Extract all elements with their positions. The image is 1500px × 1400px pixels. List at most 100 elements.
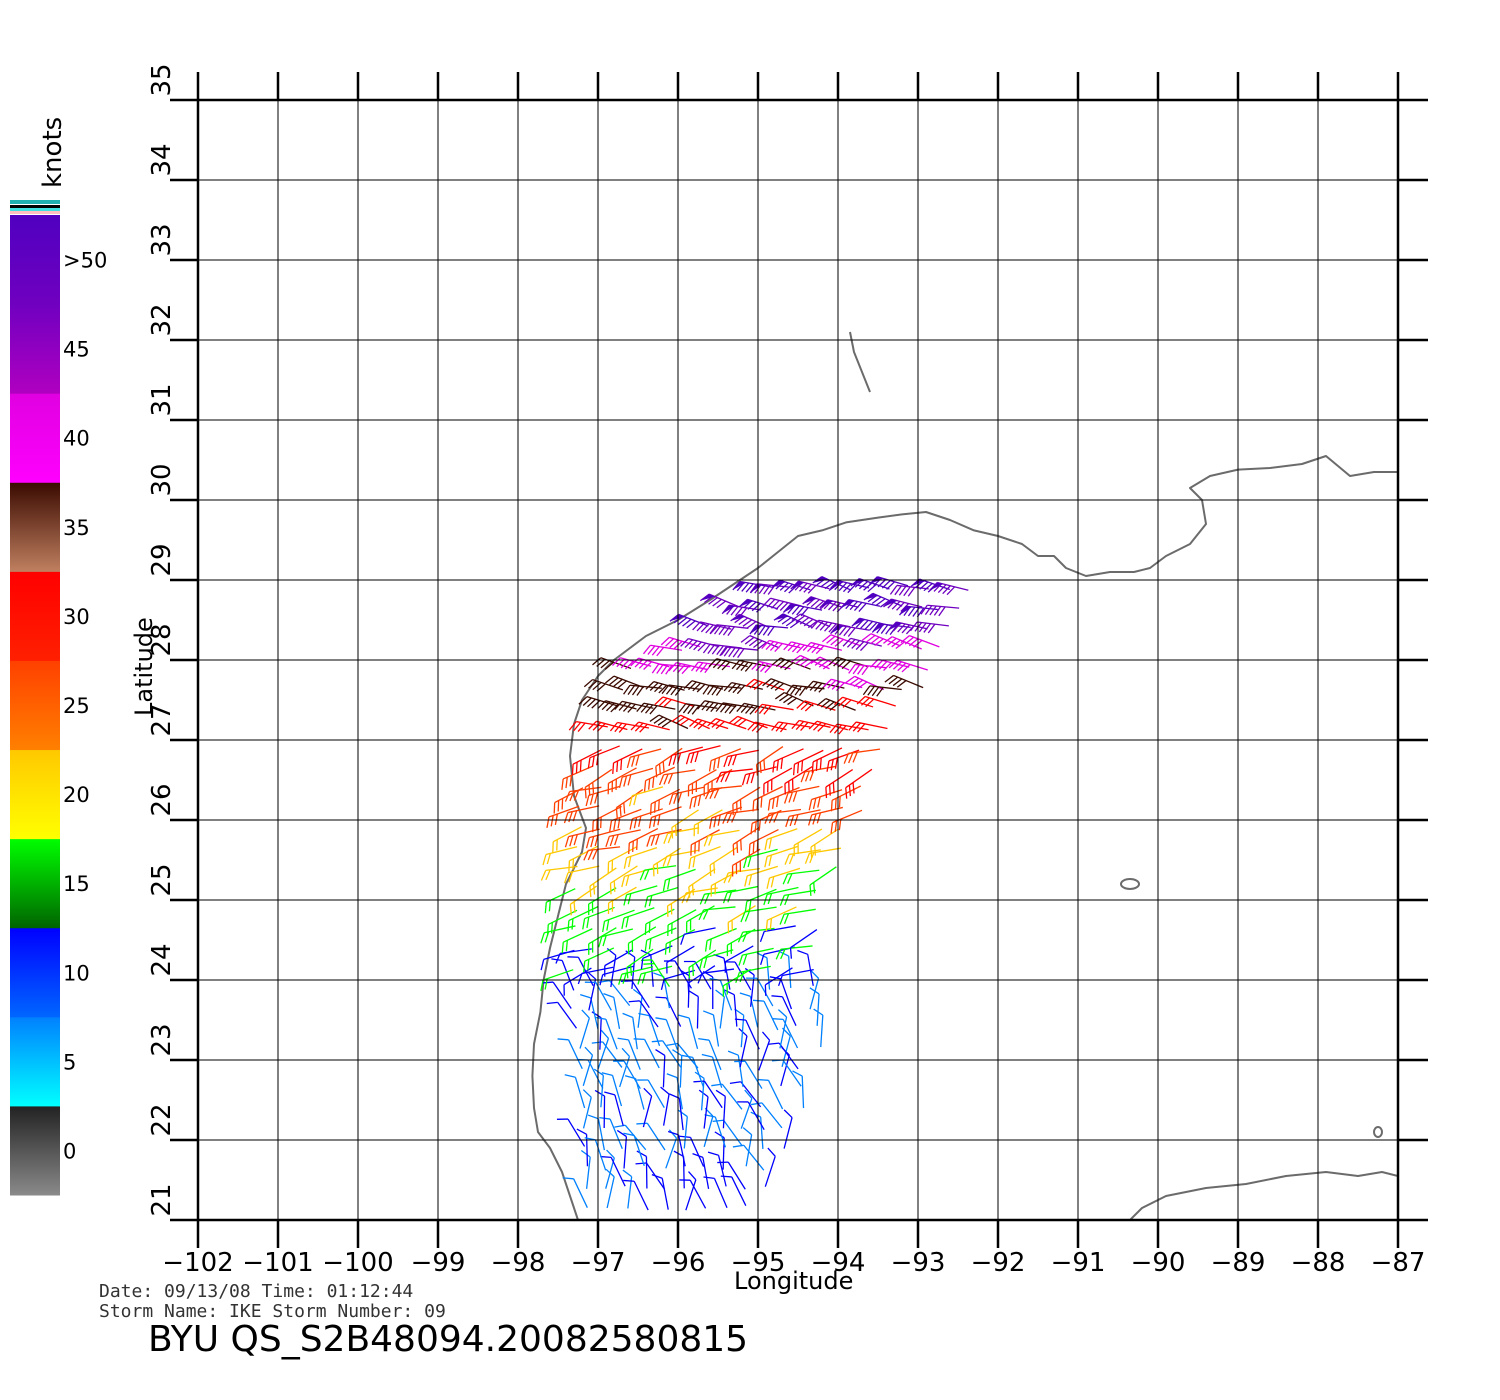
colorbar-label: 30 <box>63 605 90 629</box>
wind-barb <box>707 718 747 730</box>
colorbar-segment <box>10 482 60 572</box>
wind-barb <box>655 1017 679 1050</box>
wind-barb <box>654 696 694 708</box>
wind-barb <box>698 1037 722 1071</box>
wind-barb <box>748 828 779 855</box>
wind-barb <box>724 945 754 973</box>
wind-barb <box>758 1031 771 1071</box>
wind-barb <box>790 580 830 594</box>
wind-barb <box>698 1089 709 1129</box>
wind-barb <box>589 867 617 898</box>
wind-barb <box>740 906 777 923</box>
wind-barb <box>613 1060 641 1090</box>
wind-barb <box>774 691 814 707</box>
wind-barb <box>811 747 843 773</box>
wind-barb <box>557 1038 583 1070</box>
wind-barb <box>605 829 641 848</box>
wind-barb <box>883 598 923 612</box>
wind-barb <box>739 992 759 1028</box>
x-tick-label: −92 <box>971 1248 1026 1278</box>
wind-barb <box>685 1171 697 1211</box>
wind-barb <box>623 1179 649 1211</box>
wind-barb <box>649 788 681 815</box>
wind-barb <box>628 827 659 855</box>
wind-barb <box>764 1147 776 1187</box>
wind-barb <box>761 639 801 653</box>
wind-barb <box>845 675 885 691</box>
island-outline <box>1373 1126 1383 1138</box>
wind-barb <box>792 1070 805 1109</box>
coastline <box>531 331 1398 1220</box>
wind-barb <box>688 845 721 870</box>
y-tick-label: 32 <box>147 303 177 336</box>
y-tick-label: 28 <box>147 623 177 656</box>
storm-line: Storm Name: IKE Storm Number: 09 <box>99 1301 446 1322</box>
colorbar-label: 35 <box>63 516 90 540</box>
wind-barb <box>699 593 739 609</box>
wind-barb <box>749 583 789 595</box>
wind-barb <box>775 945 813 960</box>
x-axis-label: Longitude <box>734 1267 853 1295</box>
wind-barb <box>609 808 642 832</box>
wind-barb <box>744 865 778 887</box>
y-tick-label: 25 <box>147 863 177 896</box>
wind-barb <box>830 624 870 637</box>
wind-barb <box>689 718 729 730</box>
y-tick-label: 31 <box>147 383 177 416</box>
wind-barb <box>645 680 685 694</box>
product-title: BYU QS_S2B48094.20082580815 <box>148 1319 748 1360</box>
wind-barb <box>731 848 761 877</box>
colorbar-top-stripe-pink <box>10 211 60 214</box>
wind-barb <box>564 828 600 848</box>
wind-barb <box>597 1029 610 1069</box>
wind-barb <box>623 1132 645 1167</box>
wind-barb <box>583 846 621 861</box>
wind-barb <box>668 746 703 767</box>
wind-barb <box>856 695 896 708</box>
wind-barb <box>678 703 718 715</box>
wind-barb <box>783 641 823 654</box>
wind-barb <box>628 1000 659 1028</box>
wind-barb <box>768 1042 799 1070</box>
wind-barb <box>614 1124 647 1151</box>
wind-barb <box>769 976 793 1010</box>
colorbar-segment <box>10 393 60 483</box>
wind-barb <box>888 659 928 673</box>
wind-barb <box>771 995 797 1026</box>
wind-barb <box>756 952 771 990</box>
wind-barb <box>630 721 670 733</box>
wind-barb <box>593 1068 604 1108</box>
x-tick-label: −101 <box>242 1248 313 1278</box>
wind-barb <box>784 766 813 795</box>
wind-barb <box>624 1075 645 1110</box>
wind-barb <box>862 685 902 697</box>
x-tick-label: −100 <box>322 1248 393 1278</box>
wind-barb <box>830 809 863 834</box>
wind-barb <box>562 1177 588 1208</box>
wind-barb <box>703 829 740 847</box>
x-tick-label: −87 <box>1371 1248 1426 1278</box>
wind-barb <box>848 721 888 733</box>
wind-barb <box>585 785 620 807</box>
wind-barb <box>762 597 802 611</box>
x-tick-label: −91 <box>1051 1248 1106 1278</box>
wind-barb <box>777 968 814 987</box>
wind-barb <box>556 1118 586 1147</box>
wind-barb <box>730 613 770 629</box>
wind-barb <box>568 845 599 872</box>
wind-barb <box>808 720 848 732</box>
wind-barb <box>840 598 881 612</box>
gulf-coastline <box>531 455 1398 1220</box>
wind-barb <box>604 675 645 689</box>
wind-barb <box>699 889 737 905</box>
wind-barb <box>702 643 742 656</box>
wind-barb <box>671 809 699 839</box>
wind-barb <box>604 1091 624 1126</box>
wind-barb <box>621 907 655 929</box>
wind-barb <box>546 1001 578 1029</box>
wind-barb <box>920 604 960 617</box>
wind-barb <box>629 808 663 830</box>
wind-barb <box>782 603 823 617</box>
wind-barb <box>603 993 621 1029</box>
wind-barb <box>623 846 658 869</box>
